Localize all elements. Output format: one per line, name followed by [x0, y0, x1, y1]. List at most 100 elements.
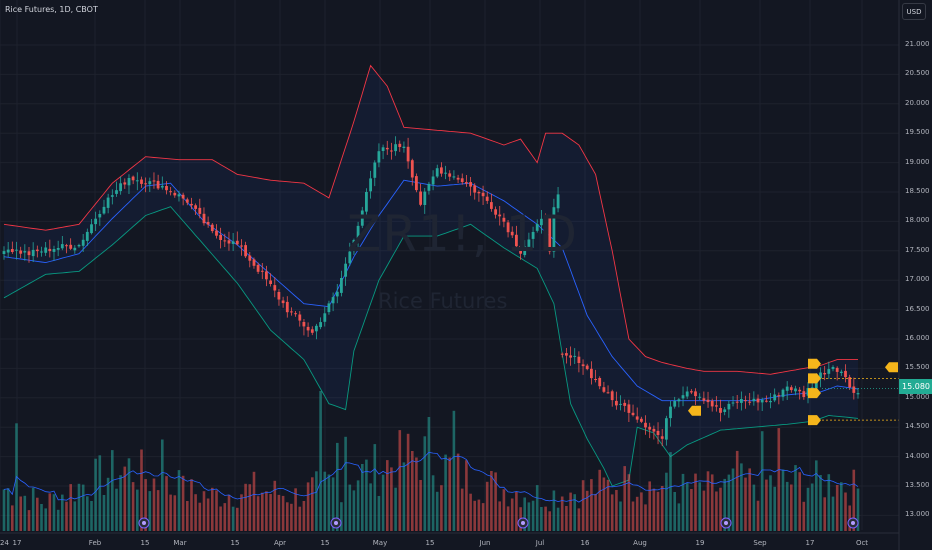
upper-band: [3, 64, 858, 375]
candle-body: [190, 203, 193, 206]
volume-bar: [510, 498, 514, 531]
volume-bar: [106, 477, 110, 531]
volume-bar: [131, 482, 135, 531]
volume-bar: [398, 430, 402, 531]
volume-bar: [494, 472, 497, 531]
volume-bar: [390, 467, 393, 531]
volume-bar: [490, 471, 493, 531]
candle-body: [60, 244, 64, 249]
volume-bar: [148, 491, 152, 531]
volume-bar: [740, 463, 743, 531]
candle-body: [789, 387, 793, 391]
volume-bar: [415, 457, 418, 531]
volume-bar: [240, 494, 243, 531]
volume-bar: [669, 452, 672, 531]
candle-body: [506, 222, 510, 233]
volume-bar: [781, 469, 785, 531]
volume-bar: [835, 485, 839, 531]
volume-bar: [427, 417, 431, 531]
price-axis[interactable]: [0, 0, 900, 550]
price-label: 16.000: [905, 334, 930, 342]
symbol-header[interactable]: Rice Futures, 1D, CBOT: [5, 5, 98, 14]
volume-bar: [710, 474, 714, 531]
candle-body: [360, 210, 364, 226]
candle-body: [52, 249, 56, 252]
time-label: 15: [230, 539, 240, 547]
volume-bar: [394, 487, 397, 531]
candle-body: [102, 206, 106, 214]
candle-body: [448, 173, 452, 177]
volume-bar: [269, 494, 272, 531]
volume-bar: [44, 508, 47, 531]
candle-body: [298, 314, 302, 321]
volume-bar: [756, 500, 760, 531]
candle-body: [644, 422, 647, 428]
candle-body: [377, 151, 381, 163]
volume-bar: [798, 472, 801, 531]
candle-body: [556, 194, 560, 209]
volume-bar: [802, 501, 806, 531]
candle-body: [602, 387, 606, 392]
volume-bar: [194, 494, 197, 531]
volume-bar: [36, 497, 39, 531]
event-marker-dot: [851, 521, 855, 525]
volume-bar: [531, 500, 535, 531]
candle-body: [106, 197, 110, 208]
time-label: Jul: [535, 539, 545, 547]
candle-body: [331, 297, 335, 304]
alert-flag: [808, 388, 821, 399]
candle-body: [135, 180, 139, 182]
watermark-ticker: ZR1!, 1D: [347, 205, 578, 263]
volume-bar: [186, 501, 189, 531]
alert-flag: [808, 373, 821, 384]
alert-markers[interactable]: [688, 358, 899, 426]
candle-body: [290, 311, 293, 313]
candle-body: [744, 400, 747, 402]
price-label: 18.500: [905, 187, 930, 195]
candle-body: [698, 396, 702, 398]
price-label: 18.000: [905, 216, 930, 225]
candle-body: [440, 167, 443, 174]
candle-body: [610, 391, 614, 401]
volume-bar: [127, 458, 131, 531]
candle-body: [23, 251, 27, 253]
volume-bar: [606, 479, 610, 531]
volume-bar: [323, 471, 327, 531]
price-label: 13.500: [905, 481, 930, 489]
candle-body: [269, 280, 272, 284]
volume-bar: [406, 433, 410, 531]
candle-body: [765, 400, 768, 402]
volume-bar: [744, 477, 747, 531]
candle-body: [473, 185, 477, 193]
currency-button[interactable]: USD: [902, 3, 926, 20]
candle-body: [669, 406, 672, 419]
candle-body: [839, 371, 843, 373]
candle-body: [469, 182, 472, 187]
candle-body: [6, 249, 10, 253]
candle-body: [194, 205, 197, 209]
candle-body: [69, 244, 73, 249]
volume-bar: [302, 501, 306, 531]
candle-body: [494, 209, 497, 215]
volume-bar: [473, 500, 476, 531]
time-label: 15: [320, 539, 330, 547]
volume-bar: [202, 491, 206, 531]
candle-body: [56, 248, 60, 250]
time-label: 15: [425, 539, 435, 547]
volume-bar: [585, 490, 589, 531]
candle-body: [15, 249, 18, 251]
volume-bar: [252, 471, 256, 531]
candle-body: [231, 241, 235, 244]
volume-bar: [369, 483, 372, 531]
volume-bar: [440, 485, 443, 531]
volume-bar: [581, 480, 585, 531]
candle-body: [131, 176, 135, 181]
candle-body: [685, 391, 689, 397]
volume-bar: [277, 494, 281, 531]
volume-bar: [115, 488, 118, 531]
candle-body: [619, 403, 622, 405]
candle-body: [631, 412, 635, 416]
volume-bar: [819, 475, 822, 531]
candle-body: [198, 207, 202, 214]
